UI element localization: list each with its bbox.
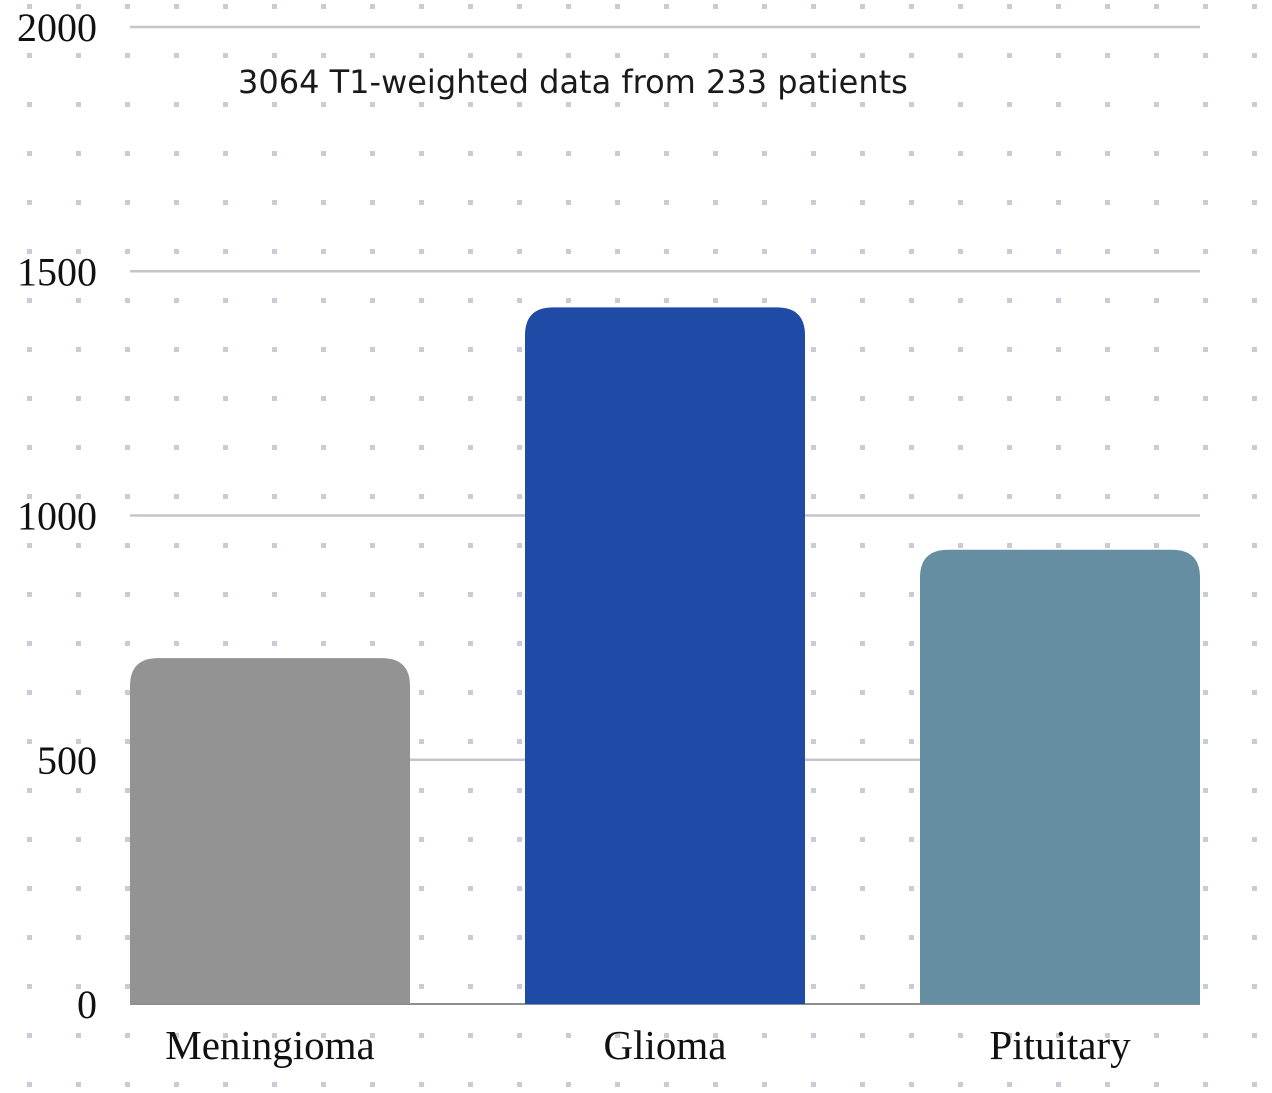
bars — [130, 307, 1200, 1004]
y-tick-label: 1000 — [17, 494, 97, 539]
x-tick-label: Glioma — [604, 1022, 727, 1068]
chart-subtitle: 3064 T1-weighted data from 233 patients — [238, 63, 908, 101]
y-axis-ticks: 0 500 1000 1500 2000 — [17, 5, 97, 1027]
bar-meningioma — [130, 658, 410, 1004]
x-tick-label: Meningioma — [165, 1022, 375, 1068]
x-axis-labels: Meningioma Glioma Pituitary — [165, 1022, 1131, 1068]
y-tick-label: 0 — [77, 982, 97, 1027]
bar-pituitary — [920, 549, 1200, 1004]
y-tick-label: 1500 — [17, 249, 97, 294]
bar-glioma — [525, 307, 805, 1004]
x-tick-label: Pituitary — [989, 1022, 1131, 1068]
y-tick-label: 500 — [37, 738, 97, 783]
y-tick-label: 2000 — [17, 5, 97, 50]
